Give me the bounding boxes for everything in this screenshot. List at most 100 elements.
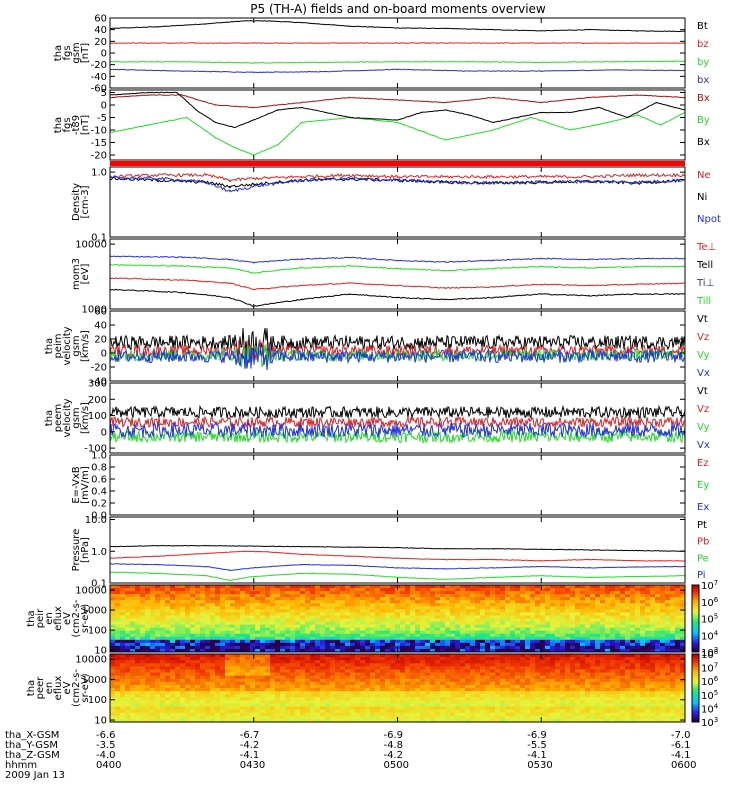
heatmap-cell [305, 654, 311, 658]
heatmap-cell [395, 600, 401, 604]
heatmap-cell [215, 691, 221, 695]
heatmap-cell [460, 591, 466, 595]
colorbar-cell [692, 600, 699, 604]
heatmap-cell [365, 669, 371, 674]
heatmap-cell [505, 642, 511, 647]
heatmap-cell [295, 697, 301, 701]
heatmap-cell [465, 672, 471, 677]
heatmap-cell [215, 591, 221, 595]
heatmap-cell [300, 678, 306, 683]
heatmap-cell [285, 700, 291, 705]
heatmap-cell [330, 603, 336, 607]
heatmap-cell [330, 645, 336, 650]
heatmap-cell [605, 681, 611, 686]
heatmap-cell [590, 700, 596, 705]
heatmap-cell [425, 681, 431, 686]
heatmap-cell [610, 609, 616, 614]
heatmap-cell [495, 621, 501, 626]
heatmap-cell [110, 618, 116, 623]
heatmap-cell [450, 660, 456, 664]
heatmap-cell [460, 612, 466, 617]
y-tick-label: 10000 [75, 240, 107, 251]
heatmap-cell [325, 609, 331, 614]
heatmap-cell [655, 642, 661, 647]
heatmap-cell [635, 663, 641, 667]
heatmap-cell [265, 633, 271, 638]
heatmap-cell [675, 597, 681, 601]
heatmap-cell [440, 618, 446, 623]
heatmap-cell [345, 606, 351, 610]
heatmap-cell [405, 591, 411, 595]
heatmap-cell [560, 636, 566, 641]
heatmap-cell [665, 672, 671, 677]
heatmap-cell [535, 633, 541, 638]
heatmap-cell [505, 591, 511, 595]
heatmap-cell [640, 606, 646, 610]
heatmap-cell [120, 645, 126, 650]
heatmap-cell [245, 645, 251, 650]
heatmap-cell [515, 654, 521, 658]
heatmap-cell [315, 663, 321, 667]
heatmap-cell [250, 591, 256, 595]
heatmap-cell [225, 588, 231, 592]
heatmap-cell [270, 603, 276, 607]
heatmap-cell [320, 633, 326, 638]
series-Pb-point [636, 560, 638, 562]
heatmap-cell [470, 627, 476, 632]
y-axis-label: [eV] [80, 264, 91, 285]
heatmap-cell [530, 636, 536, 641]
heatmap-cell [220, 615, 226, 620]
heatmap-cell [610, 657, 616, 661]
heatmap-cell [420, 672, 426, 677]
heatmap-cell [625, 624, 631, 629]
heatmap-cell [535, 642, 541, 647]
heatmap-cell [680, 666, 685, 671]
heatmap-cell [470, 624, 476, 629]
heatmap-cell [355, 684, 361, 689]
heatmap-cell [300, 636, 306, 641]
heatmap-cell [180, 633, 186, 638]
heatmap-cell [210, 594, 216, 598]
colorbar-cell [692, 647, 699, 651]
heatmap-cell [110, 700, 116, 705]
heatmap-cell [530, 688, 536, 692]
heatmap-cell [660, 688, 666, 692]
heatmap-cell [370, 621, 376, 626]
heatmap-cell [610, 678, 616, 683]
heatmap-cell [655, 621, 661, 626]
heatmap-cell [385, 694, 391, 698]
heatmap-cell [120, 694, 126, 698]
heatmap-cell [445, 600, 451, 604]
heatmap-cell [160, 654, 166, 658]
heatmap-cell [550, 609, 556, 614]
heatmap-cell [485, 672, 491, 677]
heatmap-cell [440, 621, 446, 626]
y-tick-label: 0.1 [91, 233, 107, 244]
heatmap-cell [535, 600, 541, 604]
heatmap-cell [205, 666, 211, 671]
heatmap-cell [630, 615, 636, 620]
heatmap-cell [620, 642, 626, 647]
heatmap-cell [400, 615, 406, 620]
heatmap-cell [265, 585, 271, 589]
heatmap-cell [525, 684, 531, 689]
heatmap-cell [600, 615, 606, 620]
heatmap-cell [235, 585, 241, 589]
heatmap-cell [320, 618, 326, 623]
heatmap-cell [680, 624, 685, 629]
heatmap-cell [545, 697, 551, 701]
heatmap-cell [350, 691, 356, 695]
heatmap-cell [180, 645, 186, 650]
heatmap-cell [115, 663, 121, 667]
heatmap-cell [645, 600, 651, 604]
heatmap-cell [645, 697, 651, 701]
heatmap-cell [320, 684, 326, 689]
heatmap-cell [245, 597, 251, 601]
y-axis-label: velocity [62, 398, 73, 437]
heatmap-cell [360, 663, 366, 667]
heatmap-cell [595, 669, 601, 674]
heatmap-cell [295, 621, 301, 626]
heatmap-cell [420, 606, 426, 610]
heatmap-cell [500, 624, 506, 629]
heatmap-cell [505, 675, 511, 680]
